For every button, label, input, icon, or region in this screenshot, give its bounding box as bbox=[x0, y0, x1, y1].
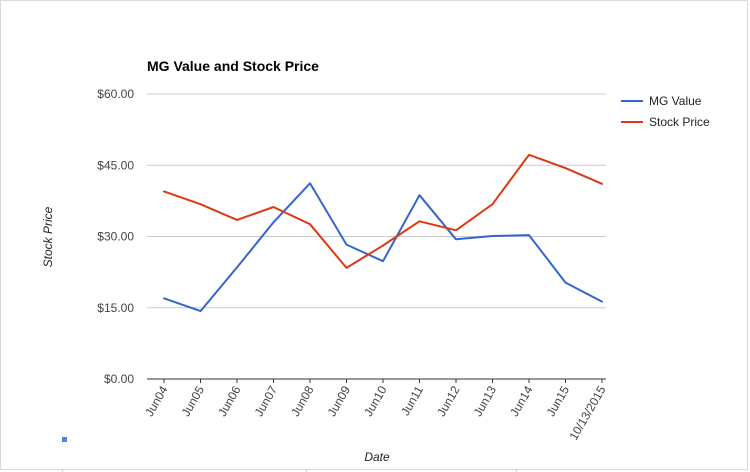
x-tick-label: Jun11 bbox=[398, 383, 426, 418]
y-tick-label: $0.00 bbox=[104, 372, 134, 386]
x-tick-label: Jun08 bbox=[288, 383, 317, 419]
legend: MG Value Stock Price bbox=[621, 94, 710, 129]
y-tick-label: $45.00 bbox=[97, 158, 134, 172]
sheet-gridline-tick bbox=[306, 468, 307, 472]
x-tick-label: Jun06 bbox=[215, 383, 244, 419]
series-line-stock-price bbox=[163, 153, 603, 269]
y-axis-tick-labels: $0.00 $15.00 $30.00 $45.00 $60.00 bbox=[97, 87, 134, 386]
gridlines bbox=[147, 93, 606, 383]
sheet-gridline-tick bbox=[516, 468, 517, 472]
selection-handle[interactable] bbox=[62, 437, 67, 442]
y-tick-label: $60.00 bbox=[97, 87, 134, 101]
y-axis-title: Stock Price bbox=[41, 206, 55, 267]
y-tick-label: $30.00 bbox=[97, 230, 134, 244]
x-tick-label: Jun12 bbox=[434, 383, 463, 419]
x-tick-label: Jun15 bbox=[544, 383, 573, 419]
x-axis-title: Date bbox=[364, 450, 390, 464]
series-lines bbox=[163, 153, 603, 313]
x-tick-label: Jun13 bbox=[471, 383, 500, 419]
x-tick-label: Jun04 bbox=[142, 383, 171, 419]
x-tick-label: 10/13/2015 bbox=[566, 383, 608, 442]
x-tick-label: Jun05 bbox=[179, 383, 208, 419]
y-tick-label: $15.00 bbox=[97, 301, 134, 315]
x-tick-label: Jun14 bbox=[507, 383, 536, 419]
chart-title: MG Value and Stock Price bbox=[147, 58, 319, 74]
legend-label: Stock Price bbox=[649, 115, 710, 129]
x-tick-label: Jun09 bbox=[325, 383, 354, 419]
x-tick-label: Jun10 bbox=[361, 383, 390, 419]
legend-label: MG Value bbox=[649, 94, 702, 108]
x-tick-label: Jun07 bbox=[252, 383, 281, 419]
x-axis-tick-labels: Jun04 Jun05 Jun06 Jun07 Jun08 Jun09 Jun10 Jun11… bbox=[142, 383, 609, 442]
sheet-gridline-tick bbox=[62, 468, 63, 472]
series-line-mg-value bbox=[163, 182, 603, 313]
